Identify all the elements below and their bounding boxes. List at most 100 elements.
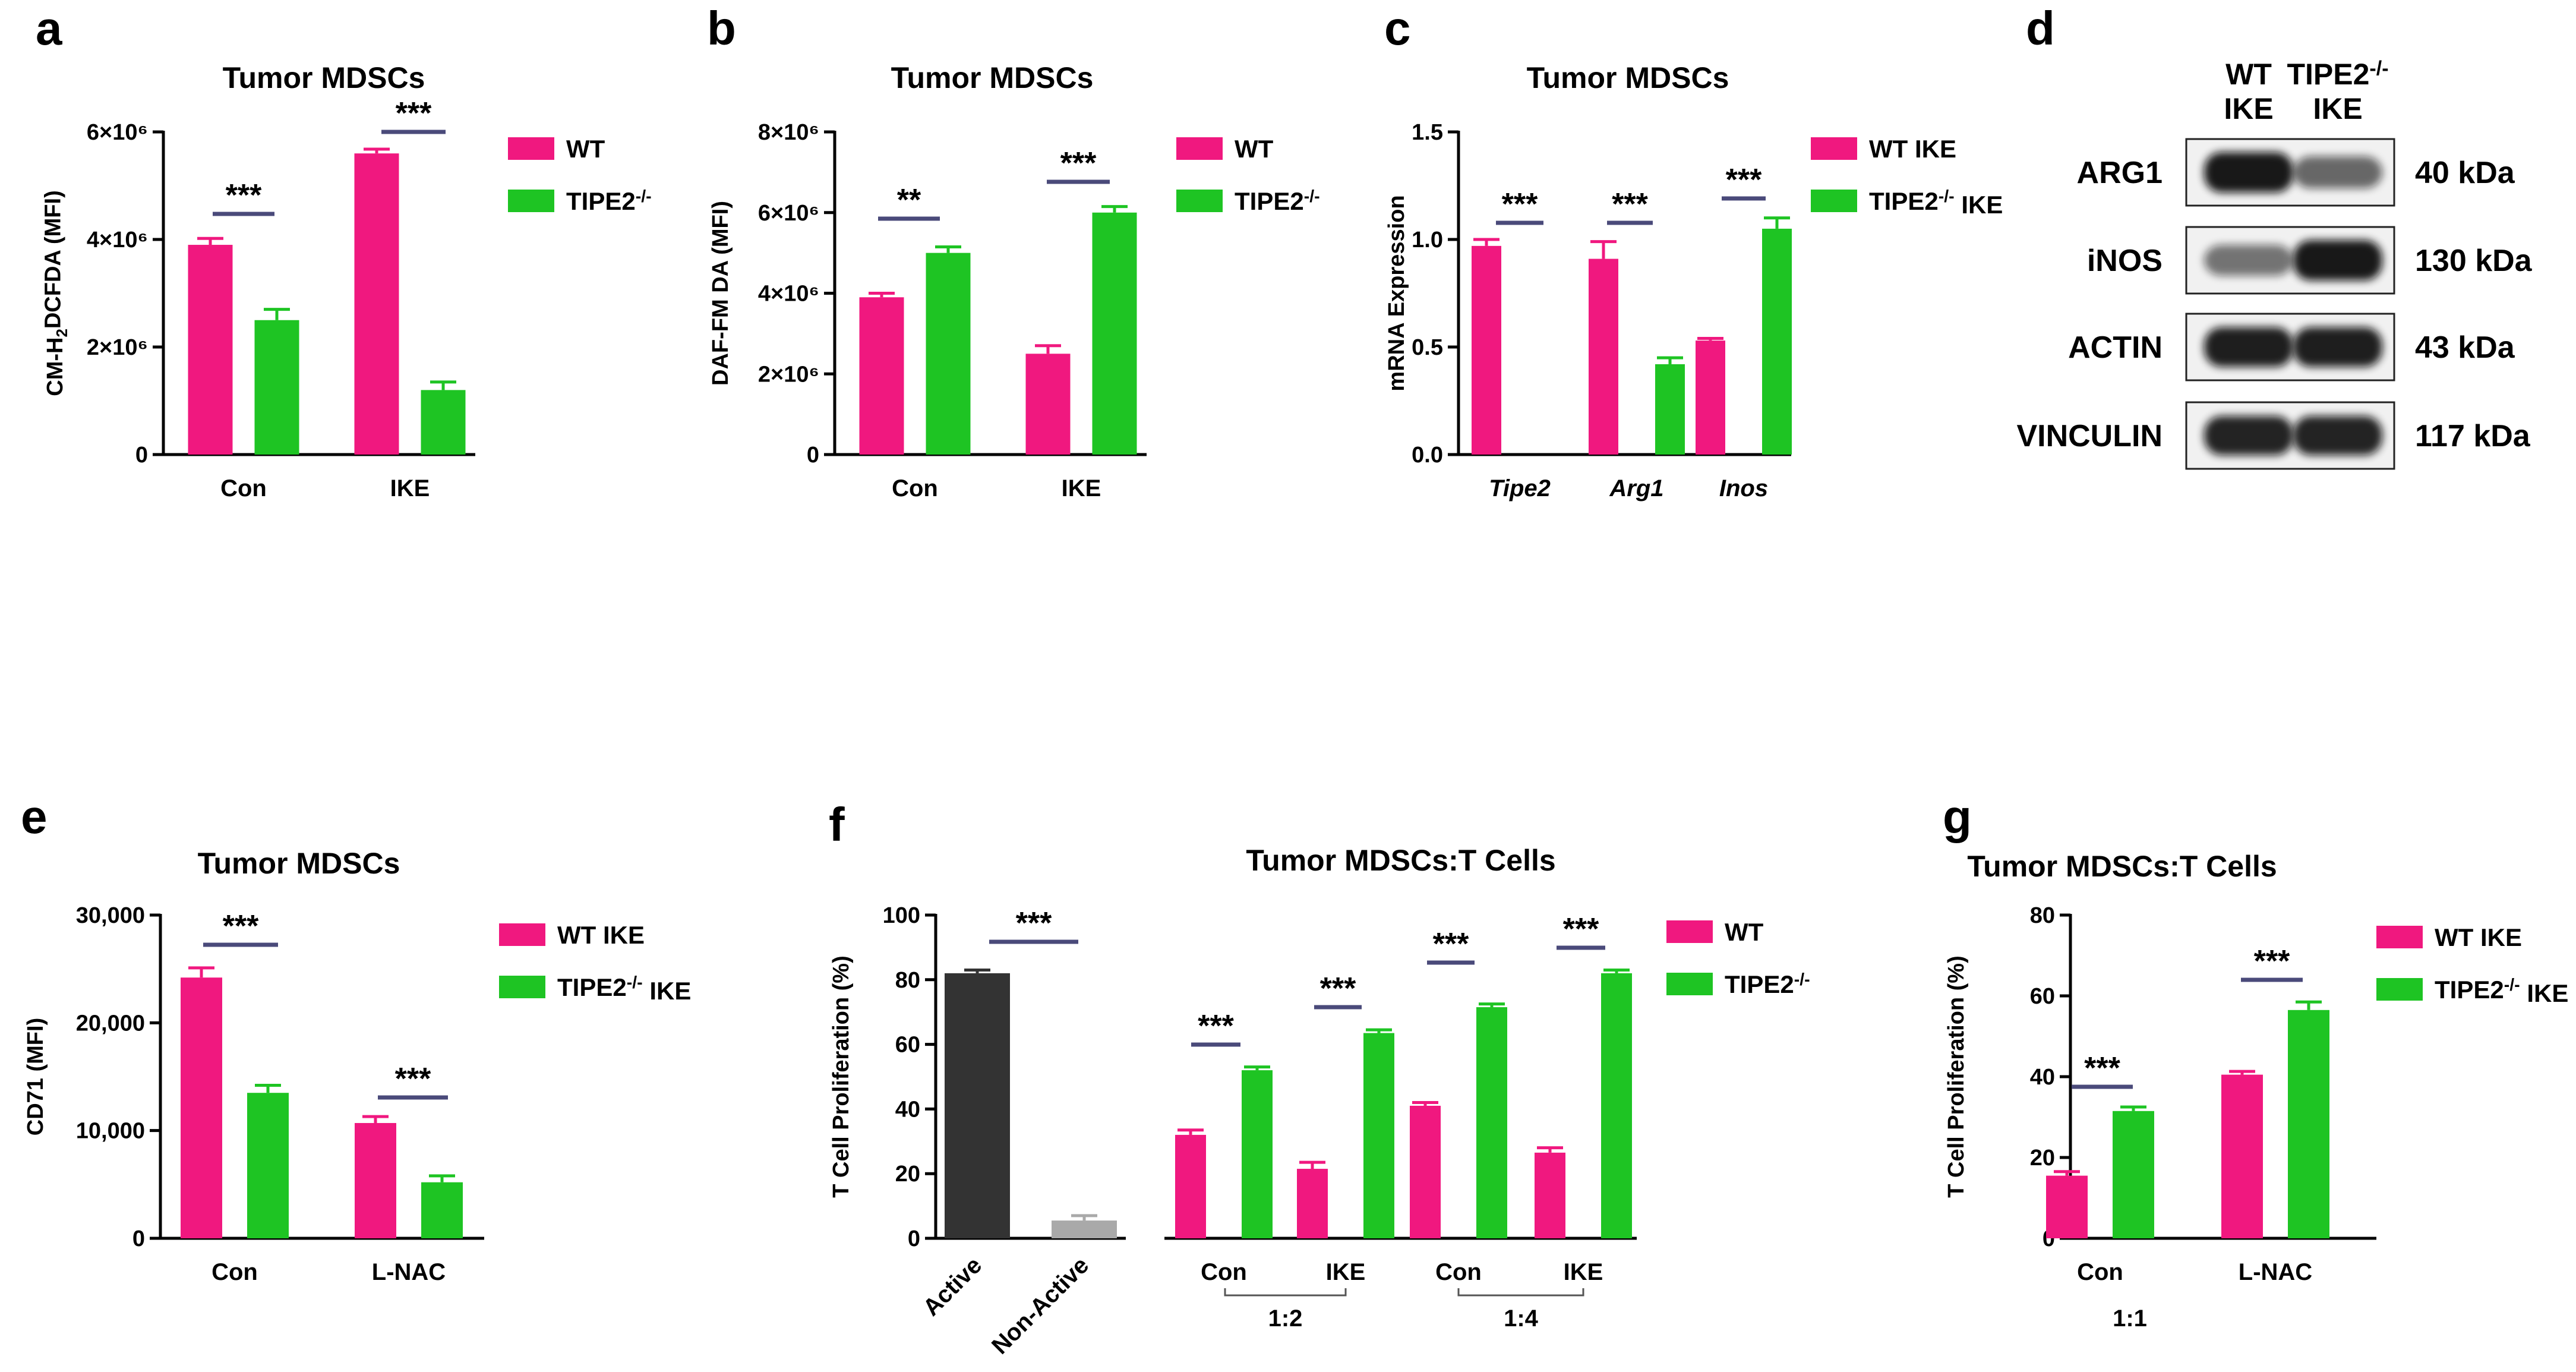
bar-g-TIPE2IKE-1 xyxy=(2288,1010,2329,1238)
x-tick-label-f: Con xyxy=(1201,1259,1247,1285)
y-tick-label-b: 8×10⁶ xyxy=(758,120,819,145)
bar-b-WT-0 xyxy=(859,297,904,455)
legend-swatch-a-0 xyxy=(508,137,554,160)
blot-protein-label: ACTIN xyxy=(2068,330,2163,365)
ratio-label-f: 1:4 xyxy=(1504,1305,1539,1332)
x-tick-label-c: Inos xyxy=(1719,475,1768,502)
blot-column-header-line2: IKE xyxy=(2224,92,2273,125)
significance-stars-g: *** xyxy=(2084,1051,2120,1086)
x-tick-label-c: Arg1 xyxy=(1609,475,1663,502)
blot-band xyxy=(2204,245,2293,276)
bar-a-WT-1 xyxy=(354,153,399,455)
legend-label-c-0: WT IKE xyxy=(1869,135,1956,163)
y-tick-label-c: 1.5 xyxy=(1412,120,1443,145)
x-tick-label-a: IKE xyxy=(390,475,430,502)
legend-swatch-b-0 xyxy=(1176,137,1223,160)
bar-c-WTIKE-1 xyxy=(1589,258,1618,455)
panel-label-f: f xyxy=(829,798,845,851)
bar-a-WT-0 xyxy=(188,245,233,455)
y-tick-label-b: 6×10⁶ xyxy=(758,201,819,226)
legend-swatch-f-1 xyxy=(1666,973,1713,995)
blot-size-label: 43 kDa xyxy=(2415,330,2515,365)
bar-g-WTIKE-0 xyxy=(2046,1175,2088,1238)
legend-label-e-0: WT IKE xyxy=(557,921,645,949)
significance-stars-e: *** xyxy=(223,909,259,944)
bar-f-TIPE2-3 xyxy=(1601,973,1632,1238)
x-tick-label-f: Con xyxy=(1435,1259,1482,1285)
y-tick-label-e: 30,000 xyxy=(76,903,145,928)
blot-band xyxy=(2293,327,2382,367)
y-tick-label-b: 0 xyxy=(807,443,819,468)
chart-title-a: Tumor MDSCs xyxy=(223,61,425,94)
y-tick-label-b: 2×10⁶ xyxy=(758,362,819,387)
bar-b-TIPE2-1 xyxy=(1092,212,1137,455)
legend-label-c-1: TIPE2-/- IKE xyxy=(1869,187,2003,219)
bar-g-TIPE2IKE-0 xyxy=(2113,1111,2154,1238)
chart-title-e: Tumor MDSCs xyxy=(198,847,400,880)
y-tick-label-f: 20 xyxy=(895,1162,920,1187)
y-tick-label-f: 60 xyxy=(895,1033,920,1058)
y-tick-label-e: 10,000 xyxy=(76,1119,145,1144)
bar-c-WTIKE-0 xyxy=(1472,245,1501,455)
legend-label-g-0: WT IKE xyxy=(2435,923,2522,951)
x-tick-label-b: IKE xyxy=(1062,475,1101,502)
bar-b-TIPE2-0 xyxy=(926,253,971,455)
y-axis-label-c: mRNA Expression xyxy=(1384,195,1409,391)
bar-f-TIPE2-2 xyxy=(1476,1007,1507,1238)
chart-title-f: Tumor MDSCs:T Cells xyxy=(1246,844,1555,877)
bar-e-WTIKE-1 xyxy=(355,1122,396,1238)
y-tick-label-f: 40 xyxy=(895,1097,920,1122)
x-tick-label-b: Con xyxy=(892,475,938,502)
legend-swatch-e-1 xyxy=(499,976,545,998)
y-axis-label-a: CM-H2DCFDA (MFI) xyxy=(40,190,70,396)
x-tick-label-a: Con xyxy=(220,475,267,502)
x-tick-label-c: Tipe2 xyxy=(1489,475,1551,502)
bar-f-TIPE2-1 xyxy=(1363,1033,1394,1238)
blot-size-label: 117 kDa xyxy=(2415,419,2531,453)
y-tick-label-g: 40 xyxy=(2030,1065,2055,1090)
y-axis-label-f: T Cell Proliferation (%) xyxy=(829,955,854,1197)
significance-stars-b: ** xyxy=(897,183,921,217)
bar-f-WT-0 xyxy=(1175,1134,1206,1238)
blot-band xyxy=(2204,327,2293,367)
x-tick-label-f-control: Non-Active xyxy=(987,1252,1094,1359)
y-tick-label-c: 0.5 xyxy=(1412,335,1443,360)
bar-c-WTIKE-2 xyxy=(1696,340,1725,455)
bar-e-TIPE2IKE-1 xyxy=(421,1182,463,1238)
blot-size-label: 130 kDa xyxy=(2415,244,2533,278)
x-tick-label-g: L-NAC xyxy=(2239,1259,2312,1285)
y-tick-label-a: 6×10⁶ xyxy=(87,120,148,145)
significance-stars-a: *** xyxy=(396,96,432,131)
legend-label-a-1: TIPE2-/- xyxy=(566,187,652,215)
legend-swatch-e-0 xyxy=(499,923,545,946)
y-tick-label-a: 4×10⁶ xyxy=(87,228,148,253)
blot-protein-label: iNOS xyxy=(2087,244,2163,278)
y-tick-label-g: 60 xyxy=(2030,984,2055,1009)
significance-stars-b: *** xyxy=(1060,146,1097,181)
legend-swatch-b-1 xyxy=(1176,190,1223,212)
chart-title-b: Tumor MDSCs xyxy=(891,61,1094,94)
significance-stars-e: *** xyxy=(395,1062,431,1096)
significance-stars-f: *** xyxy=(1563,912,1599,947)
x-tick-label-e: L-NAC xyxy=(372,1259,446,1285)
y-tick-label-f: 0 xyxy=(908,1226,920,1251)
significance-stars-c: *** xyxy=(1726,163,1762,197)
panel-label-e: e xyxy=(21,790,48,843)
significance-stars-f: *** xyxy=(1320,972,1356,1006)
y-axis-label-g: T Cell Proliferation (%) xyxy=(1944,955,1969,1197)
y-tick-label-c: 1.0 xyxy=(1412,228,1443,253)
significance-stars-c: *** xyxy=(1612,187,1648,222)
significance-stars-c: *** xyxy=(1502,187,1538,222)
blot-band xyxy=(2293,240,2382,280)
y-tick-label-f: 80 xyxy=(895,968,920,993)
ratio-bracket-f xyxy=(1457,1288,1584,1297)
blot-band xyxy=(2293,416,2382,455)
y-tick-label-c: 0.0 xyxy=(1412,443,1443,468)
bar-f-control-1 xyxy=(1052,1220,1117,1238)
y-tick-label-b: 4×10⁶ xyxy=(758,282,819,307)
legend-swatch-g-0 xyxy=(2376,926,2423,948)
legend-label-e-1: TIPE2-/- IKE xyxy=(557,973,691,1005)
legend-label-f-1: TIPE2-/- xyxy=(1725,970,1810,998)
x-tick-label-g: Con xyxy=(2077,1259,2123,1285)
blot-protein-label: ARG1 xyxy=(2077,156,2163,190)
